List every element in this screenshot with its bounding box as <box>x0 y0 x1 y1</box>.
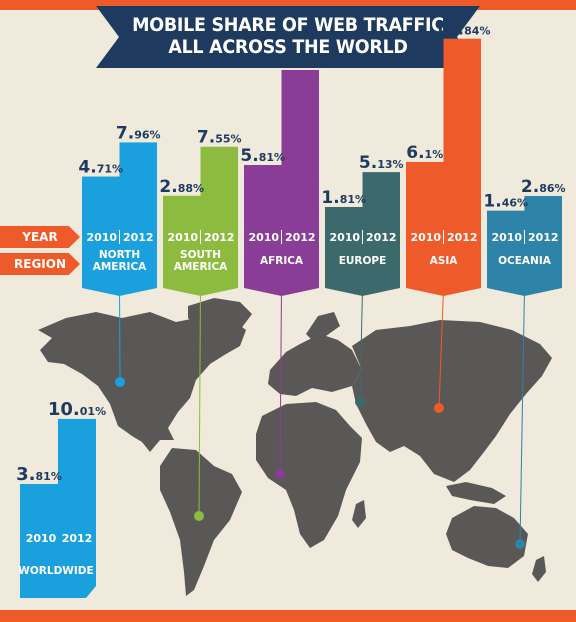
map-north-america <box>38 312 246 452</box>
region-group-oceania: 2010 2012 OCEANIA 1.46%2.86% <box>483 177 566 296</box>
bar-2010-africa <box>244 164 282 248</box>
region-label-box-africa <box>244 248 319 296</box>
year-label-2010: 2010 <box>248 231 279 244</box>
data-label-2010-north-america: 4.71% <box>78 158 123 178</box>
leader-line-north-america <box>119 287 121 383</box>
map-asia <box>352 320 552 482</box>
bar-2012-africa <box>281 69 319 248</box>
region-label-box-oceania <box>487 248 562 296</box>
data-label-2010-asia: 6.1% <box>406 143 443 163</box>
region-name-north-america: NORTH <box>99 249 140 261</box>
data-label-2010-south-america: 2.88% <box>159 177 204 197</box>
bar-2012-oceania <box>524 195 562 248</box>
year-label-2012: 2012 <box>285 231 316 244</box>
year-label-2010: 2010 <box>26 532 57 545</box>
region-label-box-south-america <box>163 248 238 296</box>
leader-line-africa <box>279 287 282 475</box>
year-label-2012: 2012 <box>123 231 154 244</box>
region-name-oceania: OCEANIA <box>498 255 552 267</box>
region-name-north-america: AMERICA <box>93 261 147 273</box>
year-label-2010: 2010 <box>491 231 522 244</box>
map-pin-north-america <box>115 377 125 387</box>
bar-2010-north-america <box>82 176 120 248</box>
region-group-asia: 2010 2012 ASIA 6.1% 17.84% <box>406 20 490 296</box>
data-label-2012-worldwide: 10.01% <box>48 399 106 420</box>
map-pin-europe <box>355 397 365 407</box>
region-name-africa: AFRICA <box>260 255 304 267</box>
bar-2010-europe <box>325 206 363 248</box>
region-group-europe: 2010 2012 EUROPE 1.81% 5.13% <box>321 153 404 296</box>
bottom-stripe <box>0 610 576 622</box>
data-label-2012-europe: 5.13% <box>359 153 404 173</box>
title-line-1: MOBILE SHARE OF WEB TRAFFIC <box>132 14 444 36</box>
year-label-2012: 2012 <box>528 231 559 244</box>
map-indonesia <box>446 482 506 504</box>
bar-2012-worldwide <box>58 418 96 564</box>
region-name-europe: EUROPE <box>339 255 387 267</box>
data-label-2012-north-america: 7.96% <box>116 123 161 143</box>
data-label-2012-asia: 17.84% <box>434 20 490 40</box>
region-label-box-worldwide <box>20 564 96 598</box>
region-label-box-europe <box>325 248 400 296</box>
region-name-worldwide: WORLDWIDE <box>18 565 93 577</box>
data-label-2012-africa: 14.86% <box>272 51 328 71</box>
leader-line-south-america <box>198 287 201 517</box>
map-south-america <box>160 448 242 596</box>
region-name-asia: ASIA <box>430 255 459 267</box>
bar-2010-oceania <box>487 210 525 248</box>
region-name-south-america: SOUTH <box>180 249 221 261</box>
data-label-2012-oceania: 2.86% <box>521 177 566 197</box>
bar-2010-asia <box>406 161 444 248</box>
data-label-2010-oceania: 1.46% <box>483 192 528 212</box>
bar-2010-south-america <box>163 195 201 248</box>
year-label-2012: 2012 <box>204 231 235 244</box>
region-group-worldwide: 2010 2012 WORLDWIDE 3.81% 10.01% <box>16 399 106 598</box>
data-label-2012-south-america: 7.55% <box>197 128 242 148</box>
year-label-2012: 2012 <box>447 231 478 244</box>
map-africa <box>256 402 362 548</box>
year-label-2010: 2010 <box>86 231 117 244</box>
top-stripe <box>0 0 576 10</box>
map-pin-asia <box>434 403 444 413</box>
leader-line-asia <box>438 287 444 409</box>
leader-line-europe <box>359 287 363 403</box>
map-madagascar <box>352 500 366 528</box>
bar-2012-south-america <box>200 146 238 248</box>
data-label-2010-africa: 5.81% <box>240 146 285 166</box>
map-scandinavia <box>306 312 340 342</box>
map-pin-oceania <box>515 539 525 549</box>
year-label-2010: 2010 <box>329 231 360 244</box>
page-title: MOBILE SHARE OF WEB TRAFFIC ALL ACROSS T… <box>111 14 464 58</box>
region-label-box-asia <box>406 248 481 296</box>
year-label-2010: 2010 <box>167 231 198 244</box>
region-group-africa: 2010 2012 AFRICA 5.81% 14.86% <box>240 51 328 296</box>
data-label-2010-worldwide: 3.81% <box>16 464 62 485</box>
title-line-2: ALL ACROSS THE WORLD <box>168 36 408 58</box>
leader-line-oceania <box>519 287 525 545</box>
region-row-label: REGION <box>0 253 80 275</box>
bar-2010-worldwide <box>20 483 58 564</box>
title-banner <box>96 6 480 68</box>
map-greenland <box>188 298 252 336</box>
map-pin-africa <box>275 469 285 479</box>
year-label-2012: 2012 <box>62 532 93 545</box>
map-europe <box>268 334 362 396</box>
year-label-2010: 2010 <box>410 231 441 244</box>
data-label-2010-europe: 1.81% <box>321 188 366 208</box>
bar-2012-asia <box>443 38 481 249</box>
bar-2012-europe <box>362 172 400 248</box>
year-label-2012: 2012 <box>366 231 397 244</box>
map-pin-south-america <box>194 511 204 521</box>
region-label-box-north-america <box>82 248 157 296</box>
map-new-zealand <box>532 556 546 582</box>
bar-2012-north-america <box>119 142 157 248</box>
year-row-label: YEAR <box>0 226 80 248</box>
map-australia <box>446 506 528 568</box>
region-name-south-america: AMERICA <box>174 261 228 273</box>
